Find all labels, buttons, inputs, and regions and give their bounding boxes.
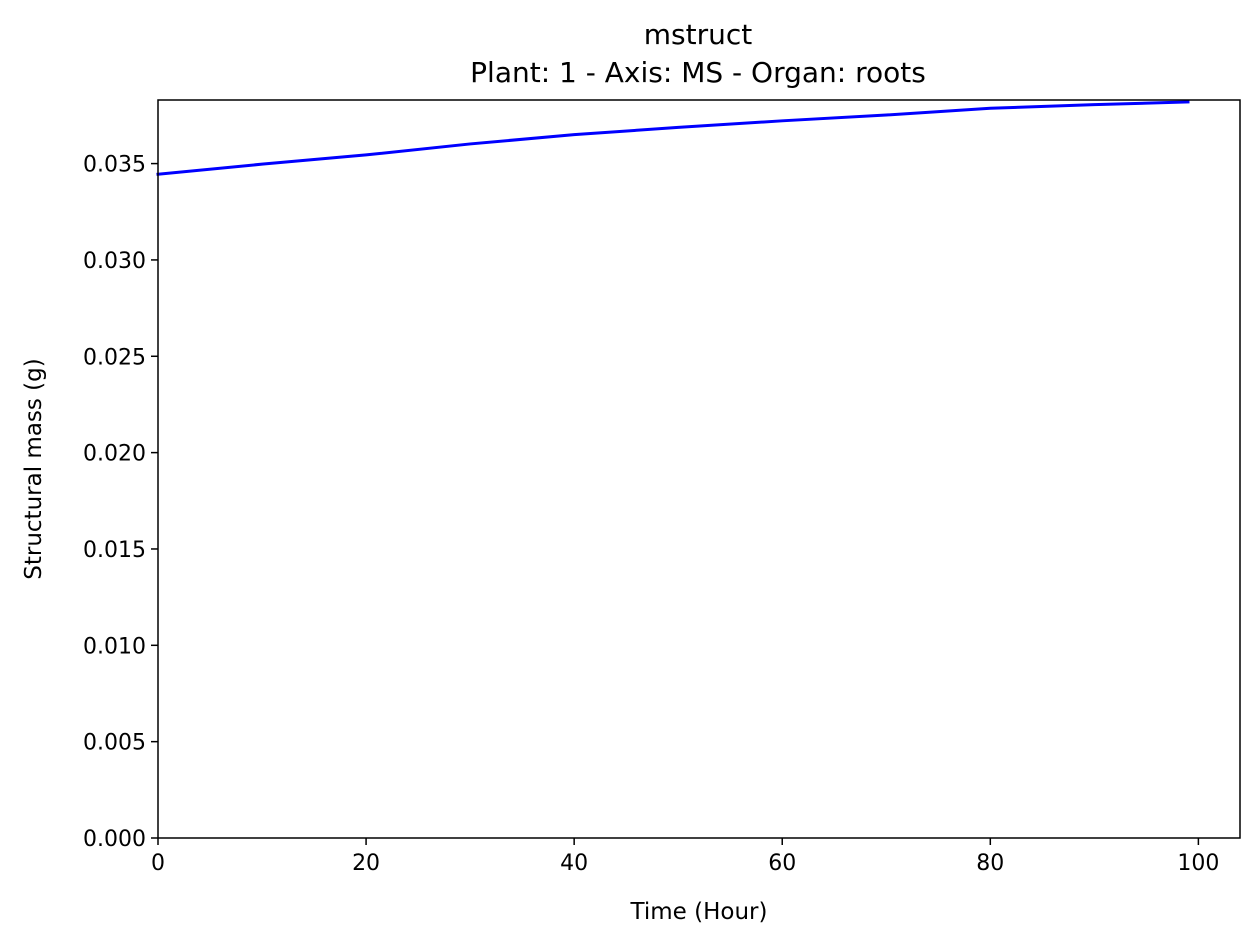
plot-area: 0 20 40 60 80 100 0.0000.0050.0100.0150.0200.… xyxy=(83,99,1241,876)
x-tick-label: 60 xyxy=(768,851,796,876)
y-tick-label: 0.030 xyxy=(83,249,146,274)
x-tick-label: 0 xyxy=(151,851,165,876)
x-tick-label: 40 xyxy=(560,851,588,876)
y-tick-label: 0.020 xyxy=(83,442,146,467)
y-tick-label: 0.035 xyxy=(83,153,146,178)
chart-subtitle: Plant: 1 - Axis: MS - Organ: roots xyxy=(470,56,926,89)
series-layer xyxy=(156,100,1190,176)
y-axis-ticks: 0.000 0.005 0.010 0.015 0.020 0.025 0.030 0.035 xyxy=(83,153,158,852)
y-tick-label: 0.010 xyxy=(83,634,146,659)
y-tick-label: 0.015 xyxy=(83,538,146,563)
x-axis-ticks: 0 20 40 60 80 100 xyxy=(151,838,1219,876)
y-axis-label: Structural mass (g) xyxy=(21,358,47,579)
series-line-0 xyxy=(156,100,1190,176)
y-tick-label: 0.025 xyxy=(83,345,146,370)
y-tick-label: 0.000 xyxy=(83,827,146,852)
axes-frame xyxy=(157,99,1241,839)
x-tick-label: 100 xyxy=(1177,851,1219,876)
x-tick-label: 20 xyxy=(352,851,380,876)
chart-title: mstruct xyxy=(644,18,752,51)
x-tick-label: 80 xyxy=(976,851,1004,876)
x-axis-label: Time (Hour) xyxy=(630,899,768,925)
y-tick-label: 0.005 xyxy=(83,731,146,756)
